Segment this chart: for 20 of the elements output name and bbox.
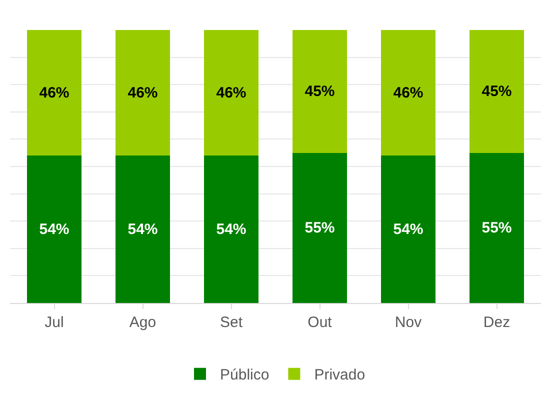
legend-label: Público <box>220 366 270 384</box>
data-label: 46% <box>39 84 70 102</box>
x-tick-label: Out <box>308 314 333 331</box>
data-label: 54% <box>39 220 70 238</box>
data-label: 46% <box>393 84 424 102</box>
x-tick-label: Ago <box>129 314 156 331</box>
data-label: 54% <box>393 220 424 238</box>
data-label: 46% <box>216 84 246 102</box>
data-label: 55% <box>304 219 335 236</box>
data-label: 54% <box>216 220 246 238</box>
data-label: 55% <box>482 219 512 236</box>
data-label: 45% <box>304 82 335 100</box>
data-label: 54% <box>128 220 158 238</box>
data-label: 46% <box>128 84 158 102</box>
x-tick-label: Nov <box>394 314 422 331</box>
x-tick-label: Jul <box>44 314 64 331</box>
x-tick-label: Set <box>220 314 244 331</box>
legend-label: Privado <box>314 366 366 384</box>
x-tick-label: Dez <box>483 314 510 331</box>
data-label: 45% <box>482 82 512 100</box>
